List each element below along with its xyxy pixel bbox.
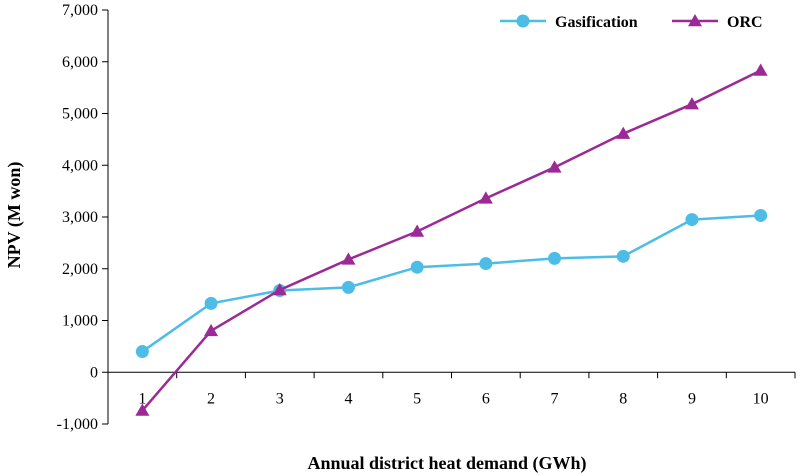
data-point xyxy=(478,191,493,204)
x-axis: 1 2 3 4 5 6 7 8 9 10 xyxy=(107,371,796,407)
data-point xyxy=(135,403,150,416)
data-point xyxy=(616,126,631,139)
x-axis-title: Annual district heat demand (GWh) xyxy=(307,453,586,474)
data-point xyxy=(341,280,355,294)
y-tick-label: -1,000 xyxy=(57,416,98,433)
y-tick-label: 5,000 xyxy=(62,106,98,123)
legend-item-gasification: Gasification xyxy=(500,14,638,31)
legend-label: ORC xyxy=(727,14,763,31)
x-tick-label: 10 xyxy=(753,390,769,407)
data-point xyxy=(479,257,493,271)
data-point xyxy=(204,323,219,337)
data-point xyxy=(684,97,699,110)
x-tick-label: 5 xyxy=(413,390,421,407)
legend-item-orc: ORC xyxy=(672,14,763,31)
data-point xyxy=(685,213,699,227)
series-gasification xyxy=(135,208,768,359)
legend-label: Gasification xyxy=(555,14,638,31)
y-tick-label: 1,000 xyxy=(62,313,98,330)
data-point xyxy=(753,63,768,76)
x-tick-label: 3 xyxy=(276,390,284,407)
x-tick-label: 4 xyxy=(344,390,352,407)
data-point xyxy=(410,260,424,274)
x-tick-label: 7 xyxy=(551,390,559,407)
data-point xyxy=(272,282,287,296)
x-tick-label: 8 xyxy=(619,390,627,407)
x-tick-label: 6 xyxy=(482,390,490,407)
y-tick-label: 2,000 xyxy=(62,261,98,278)
x-tick-label: 9 xyxy=(688,390,696,407)
y-axis-title: NPV (M won) xyxy=(4,162,25,269)
data-point xyxy=(547,160,562,173)
series-line xyxy=(141,69,762,412)
y-tick-label: 4,000 xyxy=(62,157,98,174)
data-point xyxy=(754,208,768,222)
x-tick-label: 1 xyxy=(138,390,146,407)
data-point xyxy=(616,249,630,263)
y-tick-label: 6,000 xyxy=(62,54,98,71)
y-tick-label: 0 xyxy=(90,364,98,381)
data-point xyxy=(341,252,356,265)
data-point xyxy=(548,251,562,265)
series-orc xyxy=(135,63,768,416)
legend-marker xyxy=(688,14,702,27)
series-layer xyxy=(135,63,768,416)
data-point xyxy=(204,296,218,310)
y-tick-label: 3,000 xyxy=(62,209,98,226)
series-line xyxy=(141,214,761,353)
legend-marker xyxy=(516,14,530,28)
data-point xyxy=(135,345,149,359)
y-tick-label: 7,000 xyxy=(62,2,98,19)
y-axis: -1,000 0 1,000 2,000 3,000 4,000 5,000 6,000 7,0… xyxy=(57,2,109,433)
x-tick-label: 2 xyxy=(207,390,215,407)
legend: Gasification ORC xyxy=(500,14,763,31)
data-point xyxy=(410,224,425,237)
